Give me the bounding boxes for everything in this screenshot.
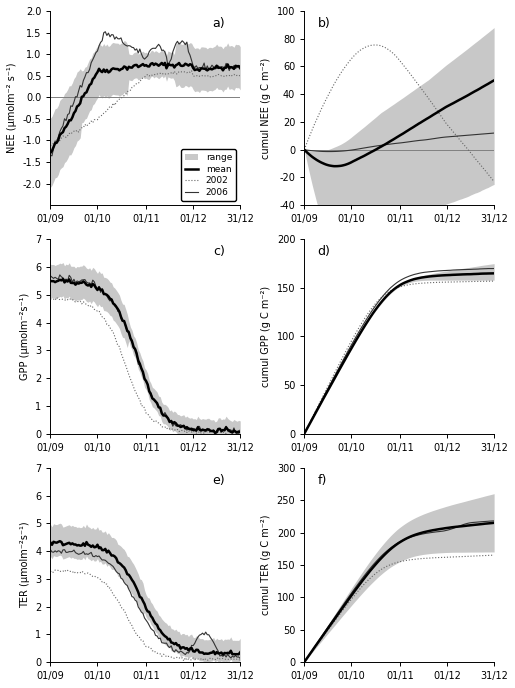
Text: e): e) [212,473,225,486]
Y-axis label: NEE (µmolm⁻² s⁻¹): NEE (µmolm⁻² s⁻¹) [7,63,17,153]
Y-axis label: GPP (µmolm⁻²s⁻¹): GPP (µmolm⁻²s⁻¹) [20,293,29,380]
Y-axis label: TER (µmolm⁻²s⁻¹): TER (µmolm⁻²s⁻¹) [20,522,29,608]
Text: c): c) [213,245,225,258]
Y-axis label: cumul TER (g C m⁻²): cumul TER (g C m⁻²) [261,515,271,615]
Legend: range, mean, 2002, 2006: range, mean, 2002, 2006 [181,149,236,201]
Text: a): a) [212,17,225,30]
Text: b): b) [318,17,330,30]
Y-axis label: cumul NEE (g C m⁻²): cumul NEE (g C m⁻²) [261,58,271,159]
Y-axis label: cumul GPP (g C m⁻²): cumul GPP (g C m⁻²) [261,286,271,387]
Text: f): f) [318,473,327,486]
Text: d): d) [318,245,331,258]
